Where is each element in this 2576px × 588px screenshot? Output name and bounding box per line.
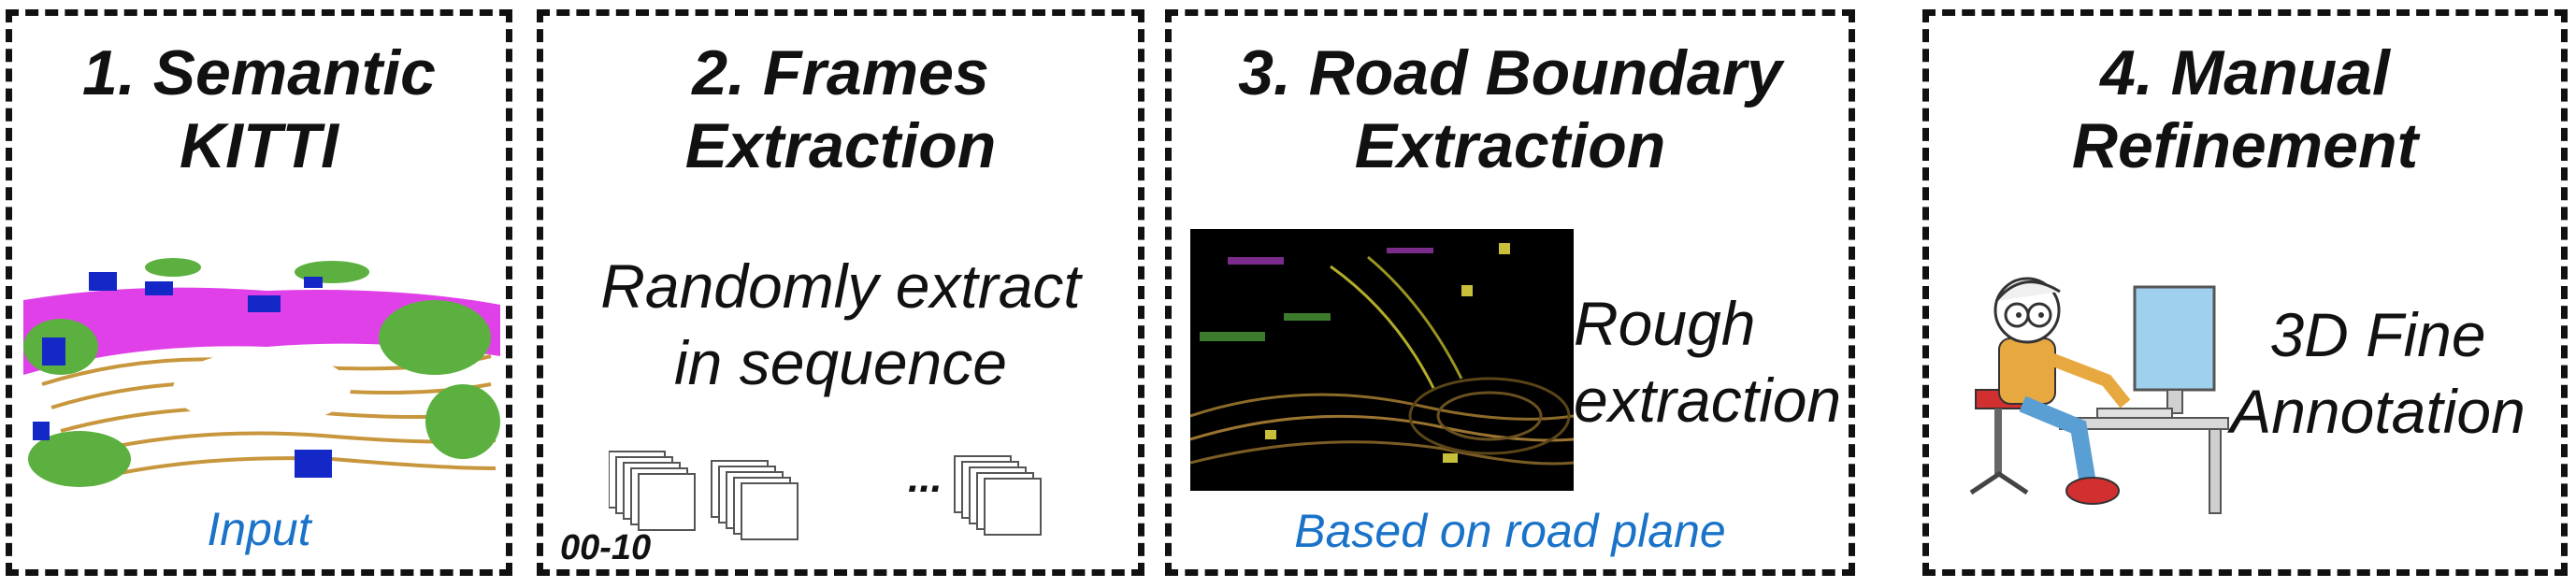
panel-1-title: 1. Semantic KITTI [12,36,506,182]
ellipsis: ... [908,455,943,501]
panel-4-title-line2: Refinement [2071,110,2419,181]
panel-semantic-kitti: 1. Semantic KITTI [6,9,512,576]
panel-1-title-line1: 1. Semantic [82,37,436,108]
panel-manual-refinement: 4. Manual Refinement 3D Fine Annotation [1922,9,2568,576]
panel-4-description: 3D Fine Annotation [2181,296,2574,450]
panel-4-text-line2: Annotation [2230,377,2526,446]
input-caption: Input [207,503,311,555]
annotator-at-computer-icon [1969,277,2229,514]
panel-2-title-line1: 2. Frames [692,37,989,108]
panel-3-text-line2: extraction [1574,366,1842,435]
road-boundary-pointcloud-image [1190,229,1574,491]
panel-3-title: 3. Road Boundary Extraction [1172,36,1849,182]
panel-4-title-line1: 4. Manual [2100,37,2390,108]
panel-3-text-line1: Rough [1574,289,1756,358]
panel-road-boundary-extraction: 3. Road Boundary Extraction Ro [1165,9,1855,576]
semantic-kitti-pointcloud-image [23,235,500,487]
sequence-label: 00-10 [560,528,652,567]
panel-3-description: Rough extraction [1574,285,1841,438]
panel-3-title-line2: Extraction [1354,110,1666,181]
panel-frames-extraction: 2. Frames Extraction Randomly extract in… [537,9,1144,576]
panel-2-text-line1: Randomly extract [600,251,1081,321]
panel-2-text-line2: in sequence [674,328,1007,397]
panel-3-title-line1: 3. Road Boundary [1238,37,1782,108]
document-stack-icon [609,451,1042,540]
panel-2-title-line2: Extraction [684,110,997,181]
panel-4-title: 4. Manual Refinement [1929,36,2561,182]
panel-4-text-line1: 3D Fine [2269,300,2486,369]
based-on-road-plane-caption: Based on road plane [1294,505,1726,557]
panel-2-description: Randomly extract in sequence [543,248,1138,401]
panel-2-title: 2. Frames Extraction [543,36,1138,182]
panel-1-title-line2: KITTI [180,110,338,181]
